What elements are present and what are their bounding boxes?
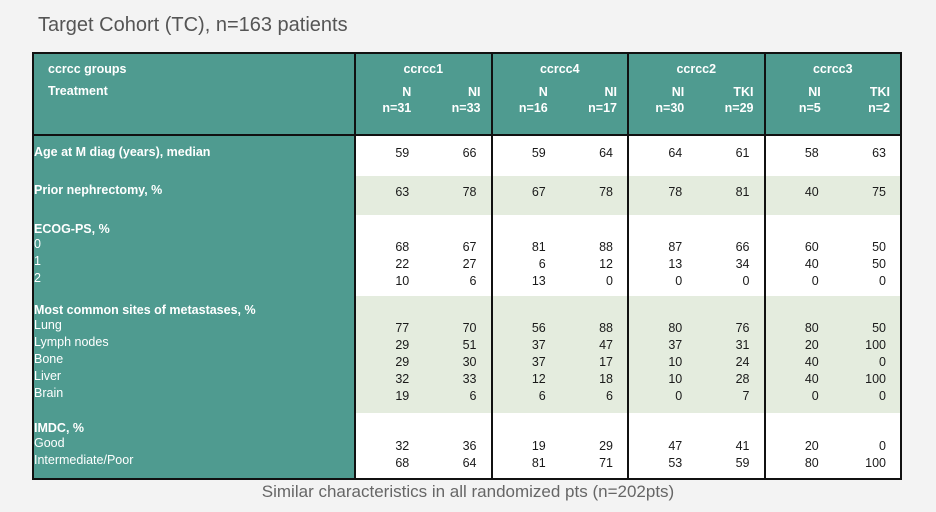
table-cell: 36 64 <box>423 413 492 479</box>
table-cell: 40 <box>763 176 833 215</box>
table-cell: 81 <box>696 176 765 215</box>
table-cell: 76 31 24 28 7 <box>696 296 765 413</box>
table-cell: 29 71 <box>559 413 628 479</box>
row-label: Prior nephrectomy, % <box>33 176 355 215</box>
group-ccrcc4: ccrcc4 <box>490 53 628 84</box>
table-cell: 67 27 6 <box>423 215 492 296</box>
table-cell: 60 40 0 <box>763 215 833 296</box>
table-cell: 88 12 0 <box>559 215 628 296</box>
subcolumn-header: TKI n=2 <box>832 84 901 136</box>
subcolumn-header: TKI n=29 <box>696 84 765 136</box>
table-cell: 50 50 0 <box>832 215 901 296</box>
row-sublabels: Good Intermediate/Poor <box>34 436 134 467</box>
table-cell: 50 100 0 100 0 <box>832 296 901 413</box>
table-cell: 67 <box>490 176 560 215</box>
table-cell: 87 13 0 <box>626 215 697 296</box>
cohort-table: ccrcc groups ccrcc1 ccrcc4 ccrcc2 ccrcc3… <box>32 52 902 480</box>
table-cell: 63 <box>832 135 901 176</box>
table-cell: 59 <box>490 135 560 176</box>
table-row: Most common sites of metastases, % Lung L… <box>33 296 901 413</box>
row-label: IMDC, % Good Intermediate/Poor <box>33 413 355 479</box>
table-cell: 59 <box>353 135 424 176</box>
subcolumn-header: NI n=30 <box>626 84 697 136</box>
table-cell: 47 53 <box>626 413 697 479</box>
table-cell: 19 81 <box>490 413 560 479</box>
table-cell: 41 59 <box>696 413 765 479</box>
group-ccrcc2: ccrcc2 <box>627 53 765 84</box>
table-cell: 70 51 30 33 6 <box>423 296 492 413</box>
footer-note: Similar characteristics in all randomize… <box>261 482 675 501</box>
subcolumn-header: NI n=17 <box>559 84 628 136</box>
group-header-row: ccrcc groups ccrcc1 ccrcc4 ccrcc2 ccrcc3 <box>33 53 901 84</box>
table-cell: 63 <box>353 176 424 215</box>
table-cell: 75 <box>832 176 901 215</box>
table-cell: 81 6 13 <box>490 215 560 296</box>
row-label: ECOG-PS, % 0 1 2 <box>33 215 355 296</box>
table-cell: 68 22 10 <box>353 215 424 296</box>
table-cell: 61 <box>696 135 765 176</box>
group-ccrcc3: ccrcc3 <box>763 53 901 84</box>
table-cell: 64 <box>626 135 697 176</box>
table-cell: 80 20 40 40 0 <box>763 296 833 413</box>
table-row: Prior nephrectomy, % 63 78 67 78 78 81 4… <box>33 176 901 215</box>
table-cell: 88 47 17 18 6 <box>559 296 628 413</box>
table-cell: 78 <box>626 176 697 215</box>
table-cell: 32 68 <box>353 413 424 479</box>
row-sublabels: 0 1 2 <box>34 237 41 285</box>
page-title: Target Cohort (TC), n=163 patients <box>38 14 348 36</box>
row-label: Most common sites of metastases, % Lung L… <box>33 296 355 413</box>
subcolumn-header: NI n=33 <box>423 84 492 136</box>
table-cell: 78 <box>423 176 492 215</box>
table-row: Age at M diag (years), median 59 66 59 6… <box>33 135 901 176</box>
table-cell: 64 <box>559 135 628 176</box>
table-cell: 78 <box>559 176 628 215</box>
table-cell: 20 80 <box>763 413 833 479</box>
table-cell: 0 100 <box>832 413 901 479</box>
table-cell: 80 37 10 10 0 <box>626 296 697 413</box>
group-ccrcc1: ccrcc1 <box>354 53 492 84</box>
table-row: ECOG-PS, % 0 1 2 68 22 10 67 27 6 81 6 13… <box>33 215 901 296</box>
subcolumn-header: NI n=5 <box>763 84 833 136</box>
table-cell: 77 29 29 32 19 <box>353 296 424 413</box>
group-header-label: ccrcc groups <box>48 62 127 76</box>
table-cell: 66 <box>423 135 492 176</box>
row-label: Age at M diag (years), median <box>33 135 355 176</box>
row-sublabels: Lung Lymph nodes Bone Liver Brain <box>34 318 109 400</box>
table-row: IMDC, % Good Intermediate/Poor 32 68 36 6… <box>33 413 901 479</box>
table-cell: 58 <box>763 135 833 176</box>
table-cell: 66 34 0 <box>696 215 765 296</box>
treatment-label: Treatment <box>33 84 355 136</box>
table-cell: 56 37 37 12 6 <box>490 296 560 413</box>
